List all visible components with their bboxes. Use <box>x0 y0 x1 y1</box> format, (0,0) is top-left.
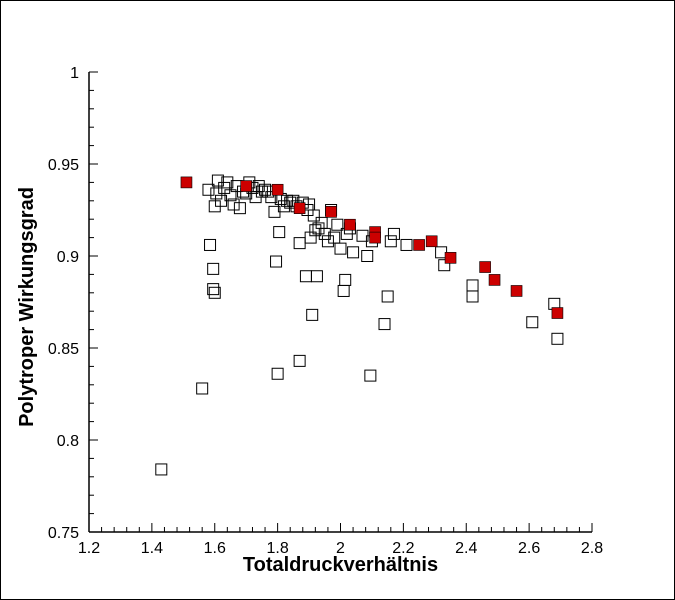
open-square-point <box>207 283 220 296</box>
open-square-point <box>307 209 320 222</box>
open-square-point <box>208 286 221 299</box>
open-square-point <box>364 369 377 382</box>
open-square-point <box>207 262 220 275</box>
filled-square-point <box>444 252 457 264</box>
x-tick-label: 2.2 <box>392 540 414 557</box>
x-tick-label: 2.6 <box>518 540 540 557</box>
x-tick-label: 2 <box>336 540 345 557</box>
y-tick-label: 1 <box>70 65 79 82</box>
open-square-point <box>221 176 234 189</box>
open-square-point <box>204 238 217 251</box>
y-tick-label: 0.9 <box>57 249 79 266</box>
open-square-point <box>400 238 413 251</box>
open-square-point <box>233 202 246 215</box>
filled-square-point <box>293 202 306 214</box>
x-tick-label: 1.4 <box>141 540 163 557</box>
x-tick-label: 1.2 <box>78 540 100 557</box>
open-square-point <box>384 235 397 248</box>
open-square-point <box>466 290 479 303</box>
y-tick-label: 0.85 <box>48 341 79 358</box>
open-square-point <box>331 218 344 231</box>
filled-square-point <box>551 307 564 319</box>
open-square-point <box>202 183 215 196</box>
open-square-point <box>378 318 391 331</box>
y-tick-label: 0.75 <box>48 525 79 542</box>
filled-square-point <box>479 261 491 273</box>
open-square-point <box>438 259 451 272</box>
open-square-point <box>265 191 278 204</box>
open-square-point <box>309 224 322 237</box>
open-square-point <box>381 290 394 303</box>
open-square-point <box>196 382 209 395</box>
x-tick-label: 1.8 <box>267 540 289 557</box>
open-square-point <box>299 270 312 283</box>
x-axis-title: Totaldruckverhältnis <box>243 554 438 576</box>
open-square-point <box>347 246 360 259</box>
open-square-point <box>361 250 374 262</box>
open-square-point <box>224 189 237 202</box>
filled-square-point <box>271 183 284 196</box>
filled-square-point <box>425 235 438 248</box>
open-square-point <box>337 284 350 297</box>
open-square-point <box>387 227 400 240</box>
open-square-point <box>466 279 479 292</box>
axes <box>88 72 592 533</box>
open-square-point <box>304 231 317 244</box>
open-square-point <box>526 316 539 329</box>
x-tick-label: 1.6 <box>204 540 226 557</box>
y-tick-label: 0.95 <box>48 157 79 174</box>
open-square-point <box>227 198 240 211</box>
open-square-series <box>155 174 564 476</box>
filled-square-point <box>240 180 252 192</box>
open-square-point <box>321 235 334 248</box>
filled-square-point <box>180 176 193 189</box>
filled-square-series <box>180 176 564 319</box>
open-square-point <box>273 226 286 239</box>
filled-square-point <box>344 218 356 231</box>
filled-square-point <box>488 274 501 286</box>
open-square-point <box>293 237 306 250</box>
open-square-point <box>339 273 352 286</box>
filled-square-point <box>510 285 523 297</box>
x-tick-label: 2.8 <box>581 540 603 557</box>
open-square-point <box>318 227 331 240</box>
open-square-point <box>259 183 272 196</box>
open-square-point <box>271 367 284 380</box>
y-tick-label: 0.8 <box>57 433 79 450</box>
ticks <box>88 71 593 533</box>
open-square-point <box>270 255 283 268</box>
open-square-point <box>306 308 319 321</box>
open-square-point <box>328 231 341 244</box>
x-tick-label: 2.4 <box>455 540 477 557</box>
open-square-point <box>293 354 306 367</box>
open-square-point <box>155 463 168 476</box>
filled-square-point <box>369 231 381 244</box>
y-axis-title: Polytroper Wirkungsgrad <box>16 187 38 427</box>
open-square-point <box>310 270 323 283</box>
open-square-point <box>551 332 564 345</box>
filled-square-point <box>325 206 337 218</box>
tick-labels: 1.2 1.4 1.6 1.8 2 2.2 2.4 2.6 2.8 0.75 0.8 0.85 0.9 0… <box>48 65 603 557</box>
open-square-point <box>211 174 224 187</box>
filled-square-point <box>413 239 425 251</box>
open-square-point <box>334 242 347 255</box>
